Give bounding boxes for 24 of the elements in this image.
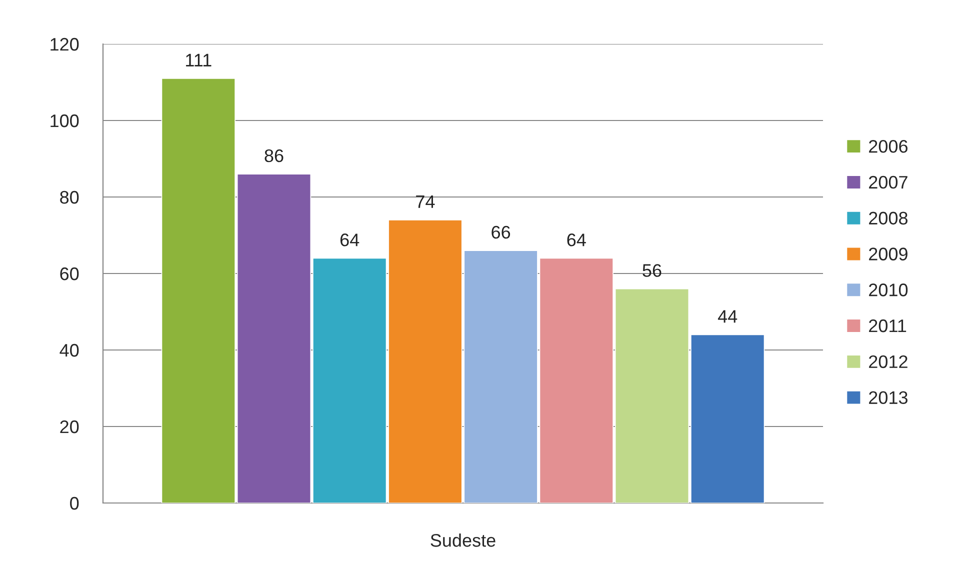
- y-tick-label: 60: [60, 267, 79, 280]
- legend-label: 2013: [869, 391, 908, 404]
- legend-label: 2012: [869, 355, 908, 368]
- legend-label: 2011: [869, 319, 906, 332]
- legend-label: 2008: [869, 212, 908, 225]
- data-label: 66: [492, 226, 510, 239]
- legend-label: 2006: [869, 140, 908, 153]
- data-label: 74: [416, 195, 435, 208]
- y-tick-label: 100: [50, 114, 79, 128]
- legend-label: 2007: [869, 176, 908, 189]
- data-label: 86: [264, 149, 284, 162]
- y-tick-label: 0: [70, 496, 79, 510]
- y-tick-label: 40: [60, 344, 79, 357]
- data-label: 64: [340, 234, 360, 246]
- legend-label: 2009: [869, 248, 908, 260]
- y-tick-label: 20: [60, 420, 79, 434]
- data-label: 56: [642, 264, 662, 277]
- data-label: 64: [567, 234, 586, 246]
- x-tick-label: Sudeste: [430, 534, 496, 547]
- y-tick-label: 120: [50, 38, 79, 51]
- legend-label: 2010: [869, 284, 908, 296]
- data-label: 44: [718, 310, 738, 323]
- y-tick-label: 80: [60, 190, 79, 204]
- data-label: 111: [186, 54, 212, 66]
